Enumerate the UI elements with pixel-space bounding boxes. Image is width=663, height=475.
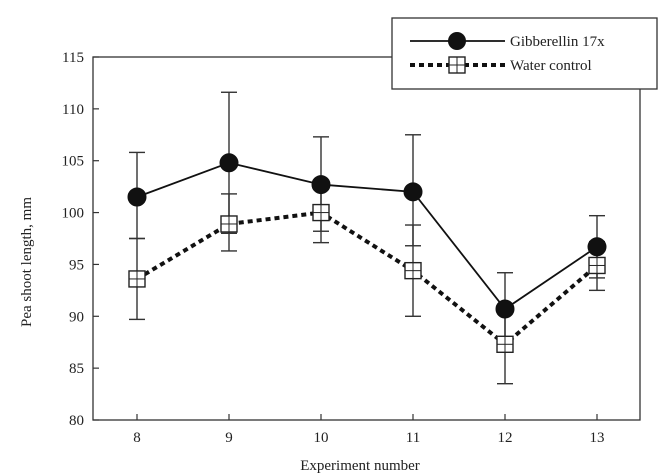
water-control-line bbox=[135, 210, 599, 347]
y-tick-label: 105 bbox=[62, 154, 85, 170]
y-tick-label: 110 bbox=[62, 102, 84, 118]
x-tick-label: 13 bbox=[590, 430, 605, 446]
x-axis-label: Experiment number bbox=[300, 458, 420, 474]
legend-label-gibberellin: Gibberellin 17x bbox=[510, 34, 605, 50]
gibberellin-point bbox=[219, 153, 239, 173]
gibberellin-point bbox=[311, 175, 331, 195]
gibberellin-line bbox=[136, 161, 598, 311]
x-tick-label: 11 bbox=[406, 430, 420, 446]
x-tick-label: 8 bbox=[133, 430, 141, 446]
y-tick-label: 100 bbox=[62, 206, 85, 222]
legend-label-water-control: Water control bbox=[510, 58, 592, 74]
legend: Gibberellin 17x Water control bbox=[391, 17, 658, 90]
gibberellin-point bbox=[587, 237, 607, 257]
y-tick-label: 80 bbox=[69, 413, 84, 429]
x-tick-label: 12 bbox=[498, 430, 513, 446]
x-tick-label: 10 bbox=[314, 430, 329, 446]
y-tick-label: 95 bbox=[69, 257, 84, 273]
y-tick-label: 85 bbox=[69, 361, 84, 377]
x-tick-label: 9 bbox=[225, 430, 233, 446]
y-tick-label: 90 bbox=[69, 309, 84, 325]
gibberellin-point bbox=[127, 187, 147, 207]
legend-box bbox=[391, 17, 658, 90]
gibberellin-point bbox=[495, 299, 515, 319]
plot-frame bbox=[92, 56, 641, 421]
legend-marker-gibberellin bbox=[448, 32, 466, 50]
gibberellin-point bbox=[403, 182, 423, 202]
y-tick-label: 115 bbox=[62, 50, 84, 66]
y-axis-label: Pea shoot length, mm bbox=[19, 197, 35, 327]
